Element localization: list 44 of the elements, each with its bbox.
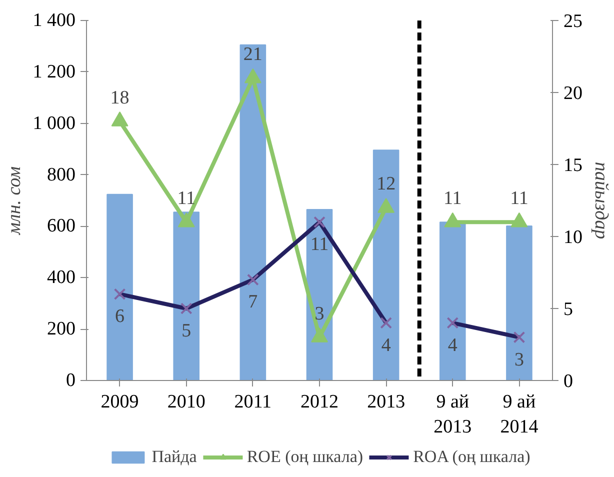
y2-tick-label: 5	[564, 299, 573, 320]
x-tick-label: 2013	[367, 392, 406, 412]
y-tick-label: 600	[47, 216, 76, 237]
y-tick-label: 1 200	[32, 61, 76, 82]
data-label: 18	[110, 87, 130, 108]
y2-tick-label: 20	[564, 83, 582, 104]
data-label: 12	[376, 174, 396, 195]
data-label: 4	[381, 334, 392, 356]
y-tick-label: 800	[47, 164, 76, 186]
x-tick-label: 2009	[100, 392, 139, 412]
x-tick-label: 9 ай 2013	[434, 392, 472, 438]
data-label: 11	[443, 188, 462, 210]
bar	[372, 150, 400, 380]
data-label: 11	[310, 234, 329, 256]
y-axis-title: млн. сом	[4, 166, 25, 236]
y2-tick-label: 15	[564, 155, 582, 176]
y2-tick-label: 25	[564, 11, 582, 32]
data-label: 3	[514, 349, 524, 370]
y2-tick-label: 0	[564, 371, 573, 392]
data-label: 21	[243, 44, 262, 66]
y-tick-label: 1 000	[32, 112, 76, 134]
data-label: 7	[248, 292, 258, 313]
data-label: 5	[182, 320, 192, 342]
y-tick-label: 0	[66, 370, 76, 391]
data-label: 4	[448, 334, 458, 356]
x-tick-label: 2012	[300, 392, 338, 412]
y-tick-label: 1 400	[32, 10, 76, 31]
y-tick-label: 400	[47, 267, 76, 288]
data-label: 11	[177, 188, 196, 210]
data-label: 11	[510, 188, 528, 210]
data-label: 6	[115, 306, 125, 328]
bar	[173, 212, 200, 380]
x-tick-label: 2011	[234, 392, 272, 412]
y2-axis-title: пайыздар	[590, 162, 612, 240]
bar	[106, 194, 133, 380]
bar	[240, 44, 266, 380]
legend-label: ROA (оң шкала)	[413, 447, 530, 467]
legend-label: ROE (оң шкала)	[246, 447, 364, 467]
data-label: 3	[314, 303, 324, 324]
legend-label: Пайда	[152, 447, 197, 467]
x-tick-label: 9 ай 2014	[500, 392, 539, 438]
y-tick-label: 200	[47, 318, 76, 340]
y2-tick-label: 10	[564, 227, 582, 248]
x-tick-label: 2010	[167, 392, 206, 412]
